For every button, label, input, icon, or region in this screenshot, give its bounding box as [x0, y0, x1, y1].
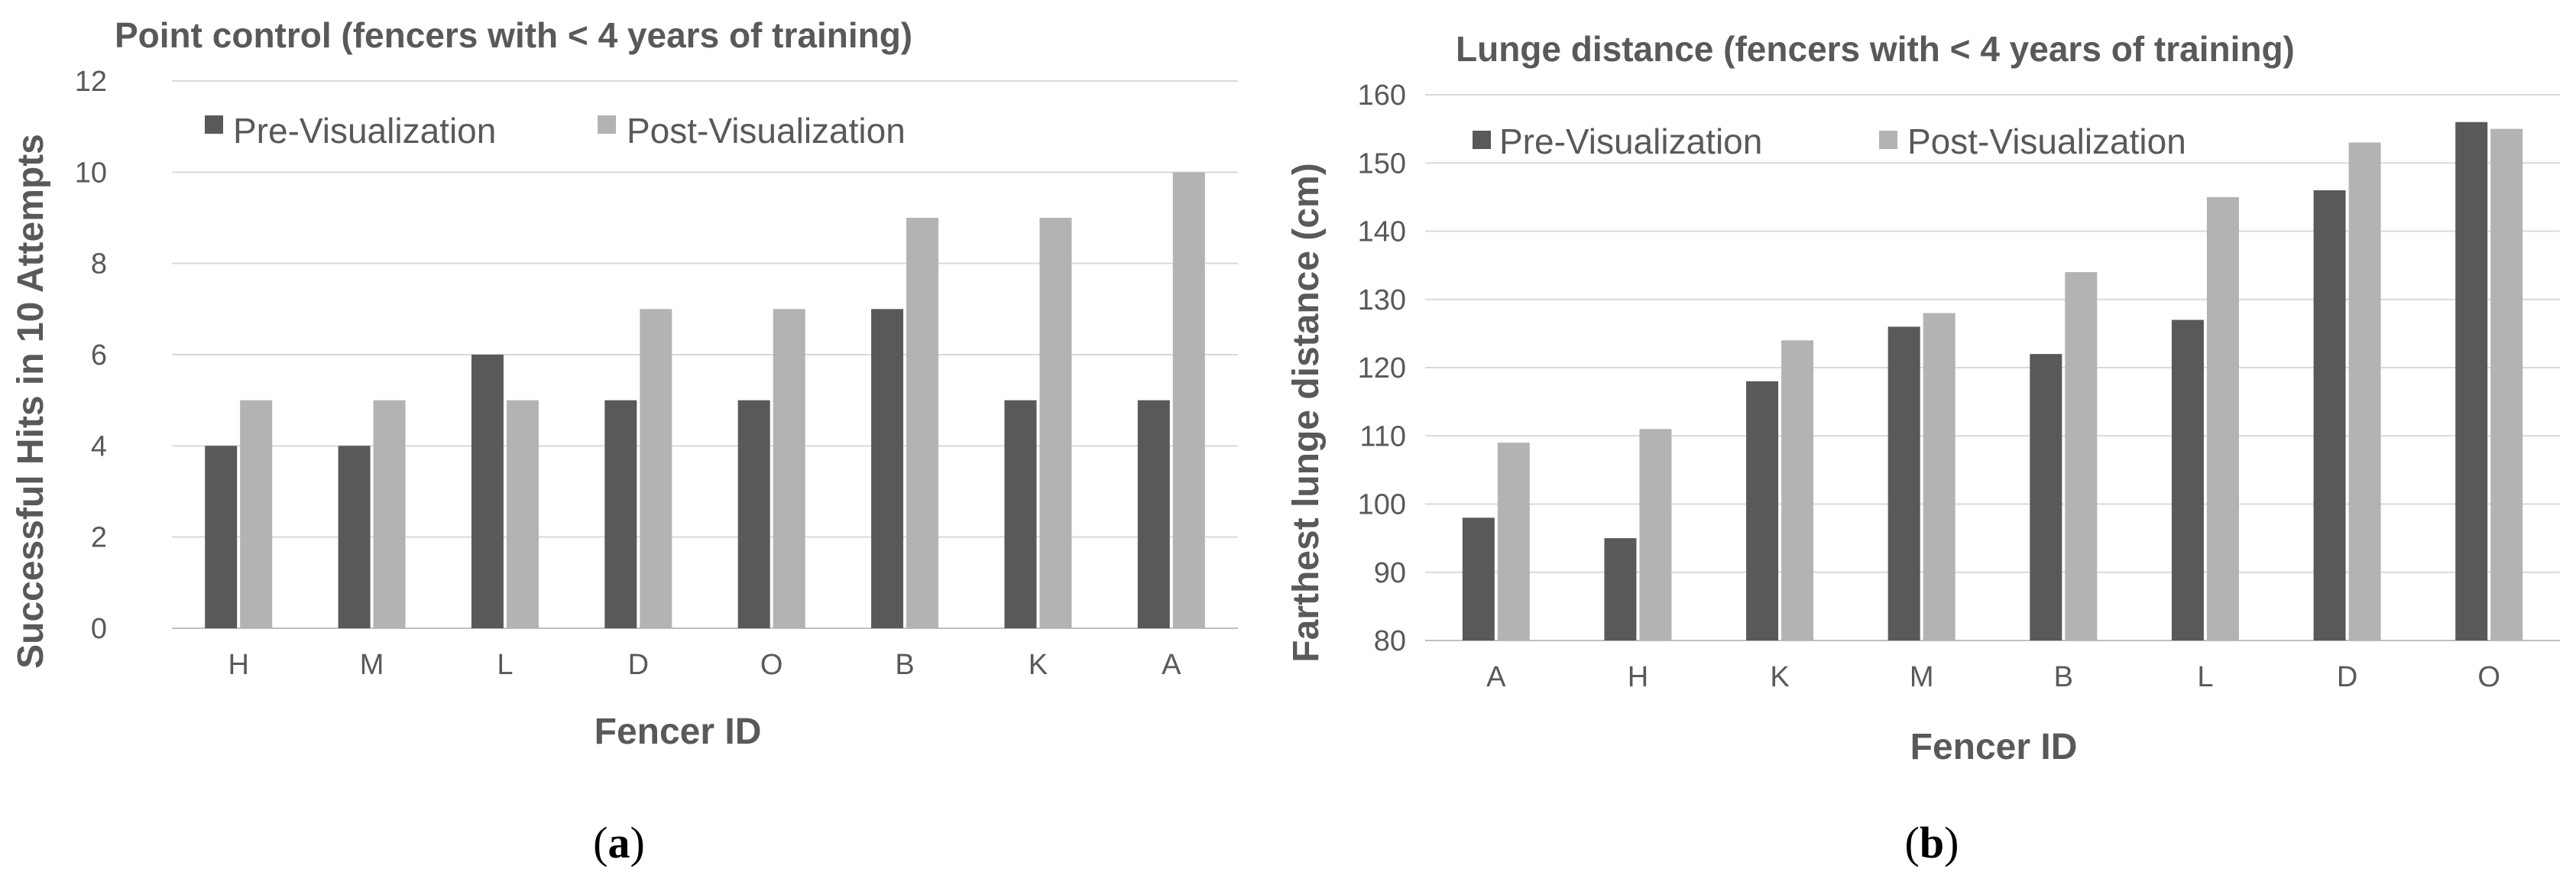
chart-a-title: Point control (fencers with < 4 years of…: [115, 15, 912, 55]
chart-a-x-tick-label: A: [1162, 649, 1181, 681]
chart-a-bar-pre-L: [471, 355, 504, 628]
chart-b-bar-post-H: [1639, 429, 1672, 640]
chart-b-bar-pre-B: [2030, 354, 2062, 640]
chart-a-bar-pre-M: [338, 446, 371, 628]
chart-b-x-tick-label: A: [1486, 661, 1506, 693]
chart-a-bar-post-B: [906, 218, 939, 628]
chart-a-x-tick-label: H: [228, 649, 248, 681]
chart-a-bar-post-O: [773, 309, 805, 628]
chart-a-legend: Pre-Visualization Post-Visualization: [205, 111, 906, 151]
chart-b-legend-swatch-post: [1879, 131, 1897, 149]
chart-b-y-tick-label: 90: [1374, 557, 1406, 589]
chart-b-legend-label-pre: Pre-Visualization: [1499, 122, 1762, 161]
chart-b-x-tick-label: L: [2197, 661, 2213, 693]
chart-a-bars: [205, 172, 1205, 629]
chart-b-y-tick-label: 80: [1374, 625, 1406, 657]
caption-a: (a): [593, 818, 645, 867]
chart-a-bar-pre-D: [604, 400, 637, 628]
chart-b-y-tick-label: 110: [1359, 420, 1406, 452]
chart-b-bar-post-A: [1497, 443, 1530, 640]
chart-a-bar-post-H: [240, 400, 273, 628]
chart-a-x-tick-label: L: [497, 649, 513, 681]
chart-b: Lunge distance (fencers with < 4 years o…: [1286, 29, 2560, 767]
chart-a-bar-post-M: [373, 400, 406, 628]
chart-a-x-axis-title: Fencer ID: [595, 712, 762, 752]
chart-a-bar-post-L: [506, 400, 539, 628]
chart-b-x-axis-title: Fencer ID: [1910, 727, 2078, 767]
chart-b-y-tick-label: 140: [1358, 216, 1406, 248]
chart-a-y-tick-label: 8: [91, 248, 107, 280]
chart-b-bar-post-L: [2206, 196, 2239, 640]
chart-b-legend-swatch-pre: [1473, 131, 1491, 149]
chart-a-bar-post-A: [1172, 172, 1205, 629]
chart-a-y-ticks: 0 2 4 6 8 10 12: [75, 66, 107, 645]
chart-b-bar-pre-A: [1462, 517, 1495, 640]
chart-a-bar-pre-B: [871, 309, 904, 628]
chart-a-legend-swatch-pre: [205, 115, 223, 134]
chart-b-bar-pre-L: [2171, 319, 2204, 640]
chart-a-y-tick-label: 4: [91, 430, 107, 462]
chart-b-y-tick-label: 130: [1358, 284, 1406, 316]
chart-b-x-tick-label: D: [2337, 661, 2357, 693]
chart-a-bar-pre-O: [737, 400, 770, 628]
chart-a-x-tick-label: O: [760, 649, 783, 681]
chart-b-bar-pre-D: [2313, 190, 2346, 640]
chart-b-x-tick-label: O: [2477, 661, 2500, 693]
chart-b-x-tick-label: K: [1770, 661, 1789, 693]
chart-a-x-tick-label: B: [895, 649, 914, 681]
chart-b-bar-post-D: [2348, 142, 2381, 641]
chart-b-legend-label-post: Post-Visualization: [1907, 122, 2186, 161]
chart-b-y-ticks: 80 90 100 110 120 130 140 150 160: [1358, 79, 1406, 657]
chart-b-x-tick-label: M: [1910, 661, 1934, 693]
chart-a-x-tick-label: D: [628, 649, 649, 681]
chart-a-y-tick-label: 10: [75, 157, 107, 189]
chart-b-gridlines: [1425, 94, 2560, 641]
chart-a: Point control (fencers with < 4 years of…: [11, 15, 1238, 752]
chart-b-bar-pre-M: [1887, 326, 1920, 640]
chart-a-x-tick-label: M: [360, 649, 384, 681]
chart-a-bar-pre-H: [205, 446, 238, 628]
chart-a-y-tick-label: 0: [91, 613, 107, 645]
chart-b-bar-pre-O: [2455, 122, 2488, 640]
chart-a-x-tick-label: K: [1029, 649, 1048, 681]
chart-b-bar-pre-H: [1604, 538, 1637, 640]
chart-a-y-axis-title: Successful Hits in 10 Attempts: [11, 134, 51, 669]
chart-a-y-tick-label: 2: [91, 522, 107, 554]
chart-a-legend-label-post: Post-Visualization: [627, 111, 906, 151]
chart-b-bar-post-M: [1923, 313, 1955, 640]
chart-a-bar-pre-A: [1137, 400, 1170, 628]
chart-b-y-tick-label: 160: [1358, 79, 1406, 112]
chart-a-bar-post-D: [640, 309, 672, 628]
chart-a-bar-post-K: [1039, 218, 1072, 628]
chart-b-bar-post-K: [1781, 340, 1814, 640]
chart-a-y-tick-label: 6: [91, 339, 107, 371]
chart-b-y-tick-label: 120: [1358, 352, 1406, 384]
chart-b-y-tick-label: 150: [1358, 148, 1406, 180]
chart-a-legend-label-pre: Pre-Visualization: [233, 111, 496, 151]
chart-b-y-axis-title: Farthest lunge distance (cm): [1286, 163, 1327, 662]
chart-a-bar-pre-K: [1004, 400, 1037, 628]
chart-b-bar-post-B: [2065, 272, 2098, 640]
chart-a-y-tick-label: 12: [75, 66, 107, 98]
caption-b: (b): [1905, 818, 1959, 867]
chart-b-bar-pre-K: [1746, 381, 1779, 640]
chart-b-bars: [1462, 122, 2523, 641]
chart-a-legend-swatch-post: [598, 115, 616, 134]
chart-b-y-tick-label: 100: [1358, 489, 1406, 521]
chart-b-bar-post-O: [2490, 128, 2523, 640]
chart-b-title: Lunge distance (fencers with < 4 years o…: [1456, 29, 2295, 69]
chart-b-x-tick-label: B: [2054, 661, 2073, 693]
chart-b-legend: Pre-Visualization Post-Visualization: [1473, 122, 2186, 161]
chart-b-x-tick-label: H: [1628, 661, 1648, 693]
chart-a-gridlines: [172, 80, 1238, 629]
